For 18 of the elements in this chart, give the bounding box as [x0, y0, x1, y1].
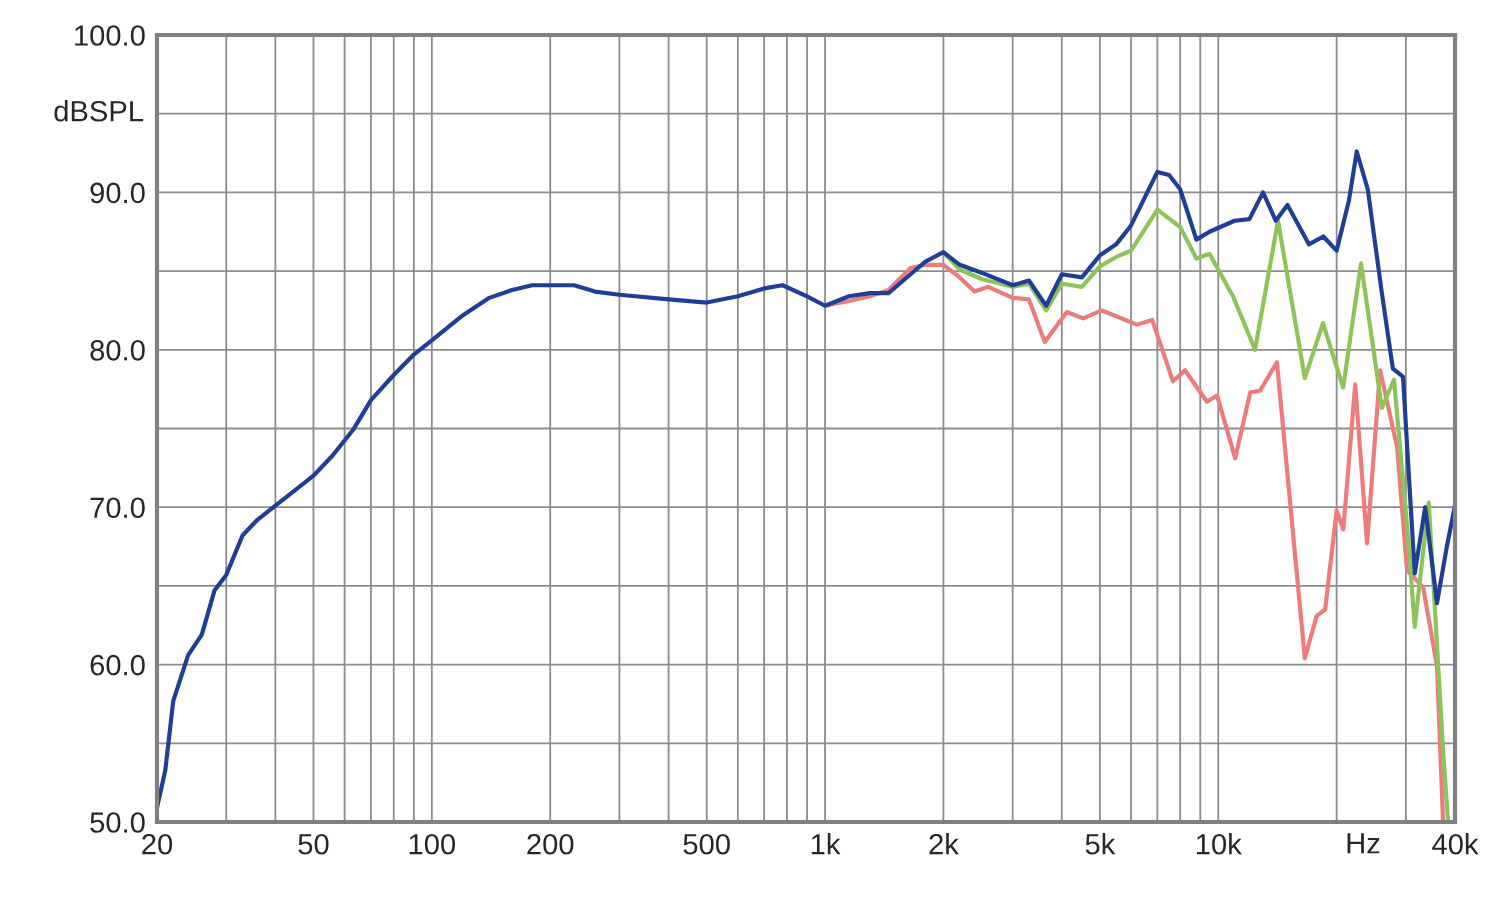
y-tick-label: 50.0: [90, 812, 145, 833]
x-axis-title: Hz: [1347, 833, 1380, 854]
y-tick-label: 100.0: [75, 25, 145, 46]
x-tick-label: 500: [683, 833, 730, 855]
y-tick-label: 60.0: [90, 654, 145, 676]
x-tick-label: 5k: [1085, 833, 1116, 855]
x-tick-label: 10k: [1196, 833, 1242, 855]
x-tick-label: 200: [527, 833, 574, 855]
y-axis-title: dBSPL: [54, 100, 144, 122]
y-tick-label: 90.0: [90, 182, 145, 204]
x-tick-label: 50: [298, 833, 329, 855]
x-tick-label: 1k: [811, 833, 841, 855]
x-tick-label: 20: [142, 833, 173, 855]
y-tick-label: 70.0: [90, 497, 145, 519]
y-tick-label: 80.0: [90, 340, 145, 361]
x-tick-label: 2k: [929, 833, 959, 855]
x-tick-label: 100: [409, 833, 456, 855]
x-tick-label: 40k: [1432, 833, 1479, 855]
